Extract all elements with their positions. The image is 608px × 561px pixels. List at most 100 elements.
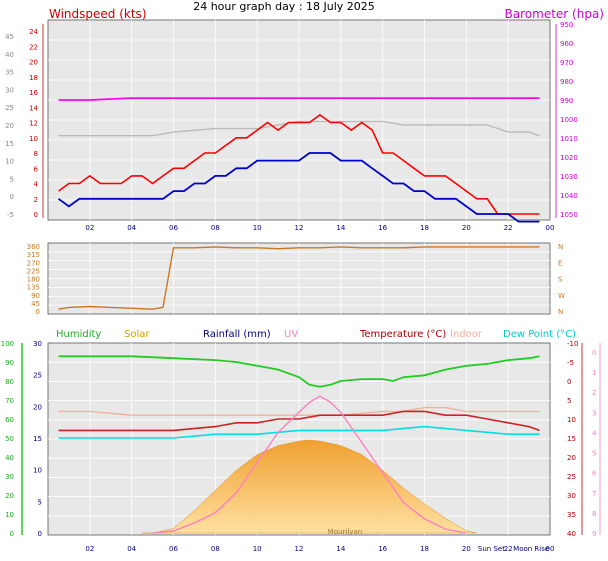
humidity-tick-label: 90 xyxy=(5,359,14,367)
indoor-line xyxy=(58,120,540,137)
direction-deg-tick-label: 360 xyxy=(27,243,40,251)
wind-speed-kmh-tick-label: 0 xyxy=(10,193,14,201)
rainfall-tick-label: 20 xyxy=(33,403,42,411)
humidity-tick-label: 80 xyxy=(5,378,14,386)
dew-point-line xyxy=(58,425,540,439)
wind-speed-kts-tick-label: 6 xyxy=(34,165,39,173)
wind-speed-kmh-tick-label: 25 xyxy=(5,104,14,112)
direction-deg-tick-label: 180 xyxy=(27,276,40,284)
wind-speed-kts-tick-label: 16 xyxy=(29,89,38,97)
uv-tick-label: 5 xyxy=(592,450,596,458)
temp-x-tick-label: 00 xyxy=(546,545,555,553)
humidity-tick-label: 100 xyxy=(1,340,14,348)
wind-x-tick-label: 10 xyxy=(253,224,262,232)
direction-deg-tick-label: 90 xyxy=(31,292,40,300)
temperature-tick-label: 5 xyxy=(567,397,571,405)
wind-speed-kts-tick-label: 0 xyxy=(34,211,38,219)
legend-item: Indoor xyxy=(450,329,483,340)
wind-speed-kts-tick-label: 12 xyxy=(29,120,38,128)
temp-x-tick-label: 04 xyxy=(127,545,136,553)
temp-x-tick-label: Moon Rise xyxy=(513,545,549,553)
barometer-line xyxy=(58,97,540,101)
barometer-axis-title: Barometer (hpa) xyxy=(505,7,604,21)
wind-speed-kts-tick-label: 14 xyxy=(29,104,38,112)
wind-x-tick-label: 16 xyxy=(378,224,387,232)
barometer-tick-label: 1040 xyxy=(560,192,578,200)
rainfall-tick-label: 25 xyxy=(33,372,42,380)
uv-tick-label: 0 xyxy=(592,349,596,357)
wind-speed-kmh-tick-label: 35 xyxy=(5,69,14,77)
barometer-tick-label: 970 xyxy=(560,59,573,67)
legend-item: Dew Point (°C) xyxy=(503,329,576,340)
legend-item: Humidity xyxy=(56,329,101,340)
temp-x-tick-label: 20 xyxy=(462,545,471,553)
rainfall-tick-label: 5 xyxy=(38,498,42,506)
rainfall-tick-label: 30 xyxy=(33,340,42,348)
watermark: Mourilyan xyxy=(328,528,362,536)
temp-x-tick-label: 08 xyxy=(211,545,220,553)
wind-x-tick-label: 14 xyxy=(336,224,345,232)
direction-deg-tick-label: 135 xyxy=(27,284,40,292)
wind-speed-kmh-tick-label: 45 xyxy=(5,33,14,41)
humidity-tick-label: 40 xyxy=(5,454,14,462)
direction-compass-tick-label: N xyxy=(558,308,563,316)
direction-compass-tick-label: N xyxy=(558,243,563,251)
direction-deg-tick-label: 225 xyxy=(27,267,40,275)
legend-item: UV xyxy=(284,329,298,340)
temp-x-tick-label: 02 xyxy=(85,545,94,553)
gust-line xyxy=(58,113,540,215)
barometer-tick-label: 1050 xyxy=(560,211,578,219)
wind-direction-line xyxy=(58,246,540,310)
wind-speed-kts-tick-label: 4 xyxy=(34,181,39,189)
wind-speed-kts-tick-label: 2 xyxy=(34,196,38,204)
legend-item: Temperature (°C) xyxy=(359,329,446,340)
temp-x-tick-label: 14 xyxy=(336,545,345,553)
solar-area xyxy=(142,439,477,534)
temp-x-tick-label: Sun Set xyxy=(478,545,505,553)
temperature-tick-label: 25 xyxy=(567,473,576,481)
humidity-tick-label: 70 xyxy=(5,397,14,405)
temperature-line xyxy=(58,410,540,432)
uv-tick-label: 9 xyxy=(592,530,596,538)
direction-compass-tick-label: S xyxy=(558,276,563,284)
temp-x-tick-label: 12 xyxy=(295,545,304,553)
rainfall-tick-label: 0 xyxy=(38,530,42,538)
wind-speed-kmh-tick-label: 40 xyxy=(5,51,14,59)
wind-x-tick-label: 02 xyxy=(85,224,94,232)
wind-speed-kmh-tick-label: 30 xyxy=(5,86,14,94)
temperature-tick-label: -10 xyxy=(567,340,578,348)
wind-speed-kmh-tick-label: 5 xyxy=(10,175,14,183)
humidity-tick-label: 60 xyxy=(5,416,14,424)
temperature-tick-label: -5 xyxy=(567,359,574,367)
wind-speed-kmh-tick-label: 15 xyxy=(5,140,14,148)
direction-deg-tick-label: 45 xyxy=(31,300,40,308)
barometer-tick-label: 950 xyxy=(560,21,573,29)
humidity-tick-label: 30 xyxy=(5,473,14,481)
wind-x-tick-label: 22 xyxy=(504,224,513,232)
wind-x-tick-label: 00 xyxy=(546,224,555,232)
wind-speed-kmh-tick-label: 20 xyxy=(5,122,14,130)
humidity-tick-label: 50 xyxy=(5,435,14,443)
barometer-tick-label: 1030 xyxy=(560,173,578,181)
temperature-tick-label: 35 xyxy=(567,511,576,519)
wind-speed-kts-tick-label: 18 xyxy=(29,74,38,82)
rainfall-tick-label: 10 xyxy=(33,467,42,475)
uv-tick-label: 3 xyxy=(592,409,596,417)
wind-x-tick-label: 04 xyxy=(127,224,136,232)
legend-item: Rainfall (mm) xyxy=(203,329,271,340)
direction-deg-tick-label: 315 xyxy=(27,251,40,259)
legend-item: Solar xyxy=(124,329,150,340)
temp-x-tick-label: 16 xyxy=(378,545,387,553)
windspeed-axis-title: Windspeed (kts) xyxy=(49,7,147,21)
wind-x-tick-label: 20 xyxy=(462,224,471,232)
wind-speed-kmh-tick-label: 10 xyxy=(5,158,14,166)
temp-x-tick-label: 18 xyxy=(420,545,429,553)
wind-x-tick-label: 12 xyxy=(295,224,304,232)
wind-x-tick-label: 18 xyxy=(420,224,429,232)
wind-speed-kts-tick-label: 24 xyxy=(29,28,38,36)
direction-deg-tick-label: 0 xyxy=(36,308,40,316)
temperature-tick-label: 15 xyxy=(567,435,576,443)
wind-panel: Windspeed (kts) Barometer (hpa) -5 0 5 10 15… xyxy=(5,7,604,232)
